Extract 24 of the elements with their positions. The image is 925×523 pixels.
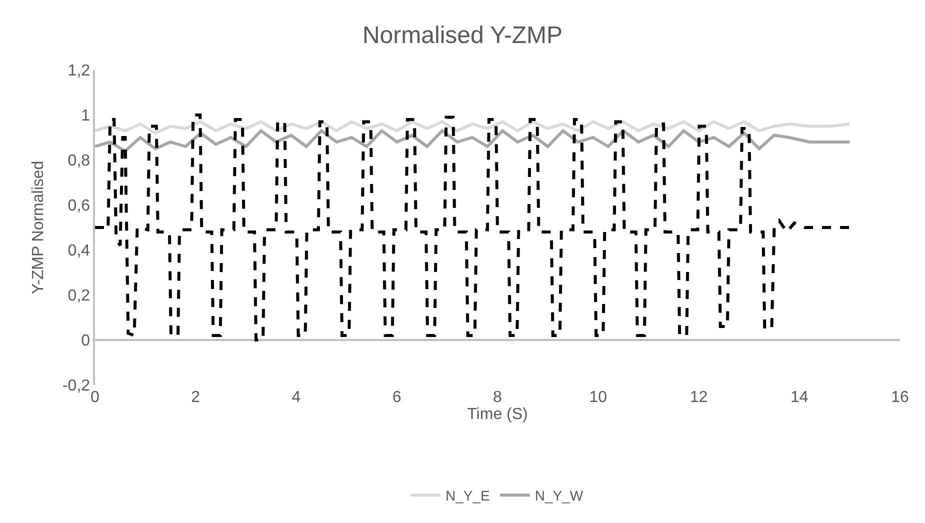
y-tick-label: 0,8 — [68, 152, 90, 170]
y-tick-label: 0,2 — [68, 288, 90, 305]
y-tick-label: 0 — [81, 332, 90, 350]
legend-label: N_Y_W — [534, 488, 584, 504]
x-tick-label: 14 — [790, 389, 808, 406]
line-series — [95, 114, 852, 342]
x-tick-label: 8 — [493, 389, 502, 406]
line-series — [95, 129, 852, 152]
x-tick-label: 2 — [191, 389, 200, 406]
line-series — [95, 120, 852, 134]
x-tick-label: 16 — [891, 389, 909, 406]
y-tick-label: 1 — [81, 108, 90, 125]
x-tick-label: 12 — [690, 389, 708, 406]
x-axis-title: Time (S) — [467, 406, 528, 423]
y-tick-label: 0,4 — [68, 242, 90, 260]
y-tick-label: 0,6 — [68, 198, 90, 215]
y-tick-label: -0,2 — [62, 378, 90, 395]
legend-label: N_Y_E — [446, 488, 490, 504]
x-tick-label: 4 — [292, 389, 301, 406]
x-tick-label: 6 — [392, 389, 402, 406]
y-axis-title: Y-ZMP Normalised — [30, 160, 47, 294]
x-tick-label: 10 — [589, 389, 608, 406]
chart-title: Normalised Y-ZMP — [362, 22, 563, 49]
y-tick-label: 1,2 — [68, 62, 90, 80]
